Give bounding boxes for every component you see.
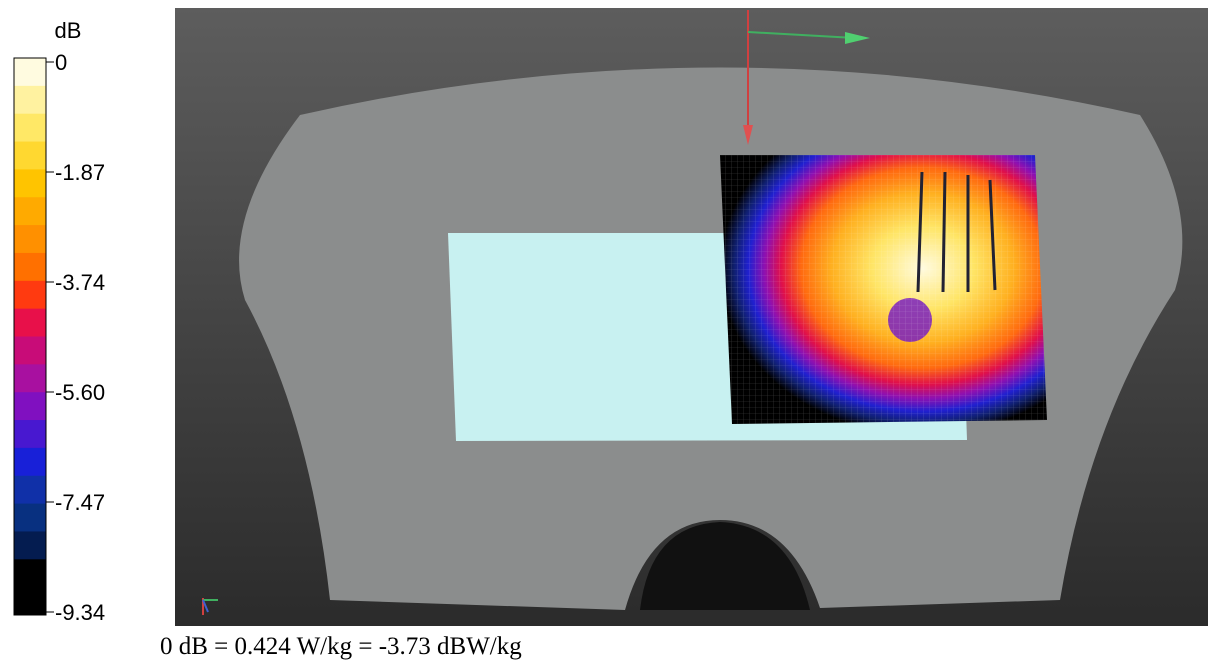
colorbar-band: [14, 447, 46, 477]
axis-y-head: [845, 32, 870, 44]
antenna: [916, 171, 997, 293]
axis-z-head: [743, 125, 753, 145]
colorbar-tick-label: -5.60: [55, 380, 105, 405]
colorbar-band: [14, 587, 46, 616]
axis-gizmo: [202, 598, 218, 615]
colorbar-unit: dB: [55, 18, 82, 43]
colorbar-band: [14, 364, 46, 393]
colorbar-tick-label: -7.47: [55, 490, 105, 515]
colorbar-tick-label: -1.87: [55, 160, 105, 185]
colorbar-band: [14, 197, 46, 226]
colorbar-band: [14, 280, 46, 310]
screen: dB 0 -1.87 -3.74 -5.60 -7.47 -9.34: [13, 8, 1208, 626]
colorbar-band: [14, 559, 46, 588]
colorbar-tick-label: 0: [55, 50, 67, 75]
colorbar-band: [14, 392, 46, 421]
axis-y: [747, 31, 856, 39]
colorbar-band: [14, 252, 46, 282]
colorbar-frame: [13, 57, 47, 616]
colorbar-band: [14, 420, 46, 449]
footer: 0 dB = 0.424 W/kg = -3.73 dBW/kg: [160, 633, 522, 660]
colorbar-band: [14, 169, 46, 198]
colorbar-band: [14, 308, 46, 337]
colorbar-band: [14, 503, 46, 532]
colorbar-band: [14, 58, 46, 87]
colorbar-band: [14, 531, 46, 560]
colorbar-band: [14, 141, 46, 170]
colorbar-band: [14, 113, 46, 143]
phantom-notch: [640, 522, 810, 610]
colorbar-tick-label: -9.34: [55, 600, 105, 625]
colorbar-tick-label: -3.74: [55, 270, 105, 295]
colorbar: [14, 58, 46, 616]
sar-mesh: [720, 155, 1047, 424]
colorbar-band: [14, 225, 46, 254]
colorbar-band: [14, 85, 46, 115]
colorbar-band: [14, 336, 46, 365]
colorbar-band: [14, 475, 46, 505]
